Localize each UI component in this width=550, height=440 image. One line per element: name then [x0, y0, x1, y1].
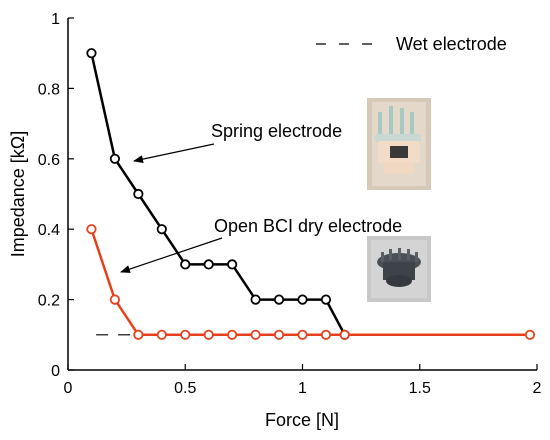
- data-point-open-bci-dry-electrode: [273, 329, 285, 340]
- y-tick-label: 0.8: [38, 81, 60, 98]
- data-point-spring-electrode: [109, 153, 121, 164]
- data-point-open-bci-dry-electrode: [86, 224, 97, 235]
- annotation-spring-electrode: Spring electrode: [211, 121, 342, 141]
- data-point-open-bci-dry-electrode: [320, 329, 332, 340]
- series-layer: [86, 48, 536, 340]
- data-point-open-bci-dry-electrode: [524, 329, 536, 340]
- annotation-open-bci-dry-electrode: Open BCI dry electrode: [214, 216, 402, 236]
- x-tick-label: 0: [64, 380, 73, 397]
- x-tick-label: 2: [533, 380, 542, 397]
- data-point-open-bci-dry-electrode: [339, 329, 350, 340]
- y-tick-label: 0.2: [38, 293, 60, 310]
- data-point-open-bci-dry-electrode: [250, 329, 261, 340]
- data-point-open-bci-dry-electrode: [133, 329, 144, 340]
- data-point-spring-electrode: [156, 224, 167, 235]
- data-point-open-bci-dry-electrode: [203, 329, 214, 340]
- data-point-spring-electrode: [273, 294, 285, 305]
- dry-electrode-photo: [367, 236, 431, 302]
- series-line-spring-electrode: [90, 52, 346, 336]
- annotation-arrow-spring: [133, 143, 215, 164]
- data-point-open-bci-dry-electrode: [227, 329, 238, 340]
- y-tick-label: 1: [51, 11, 60, 28]
- data-point-spring-electrode: [320, 294, 332, 305]
- data-point-spring-electrode: [227, 259, 238, 270]
- data-point-spring-electrode: [297, 294, 308, 305]
- data-point-spring-electrode: [203, 259, 214, 270]
- x-tick-label: 1: [298, 380, 307, 397]
- data-point-open-bci-dry-electrode: [180, 329, 191, 340]
- legend: Wet electrode: [316, 34, 507, 54]
- data-point-spring-electrode: [180, 259, 191, 270]
- data-point-open-bci-dry-electrode: [156, 329, 167, 340]
- x-tick-label: 1.5: [409, 380, 431, 397]
- x-tick-label: 0.5: [174, 380, 196, 397]
- annotation-arrow-dry: [120, 237, 223, 273]
- data-point-open-bci-dry-electrode: [297, 329, 308, 340]
- spring-electrode-photo: [367, 98, 431, 190]
- x-ticks: 0 0.5 1 1.5 2: [64, 364, 542, 397]
- series-line-open-bci-dry-electrode: [90, 228, 530, 337]
- legend-label-wet-electrode: Wet electrode: [396, 34, 507, 54]
- y-tick-label: 0.6: [38, 152, 60, 169]
- y-ticks: 0 0.2 0.4 0.6 0.8 1: [38, 11, 74, 380]
- data-point-open-bci-dry-electrode: [109, 294, 121, 305]
- x-axis-label: Force [N]: [265, 410, 339, 430]
- y-tick-label: 0.4: [38, 222, 60, 239]
- y-tick-label: 0: [51, 363, 60, 380]
- data-point-spring-electrode: [250, 294, 261, 305]
- data-point-spring-electrode: [86, 48, 97, 59]
- data-point-spring-electrode: [133, 188, 144, 200]
- y-axis-label: Impedance [kΩ]: [8, 131, 28, 258]
